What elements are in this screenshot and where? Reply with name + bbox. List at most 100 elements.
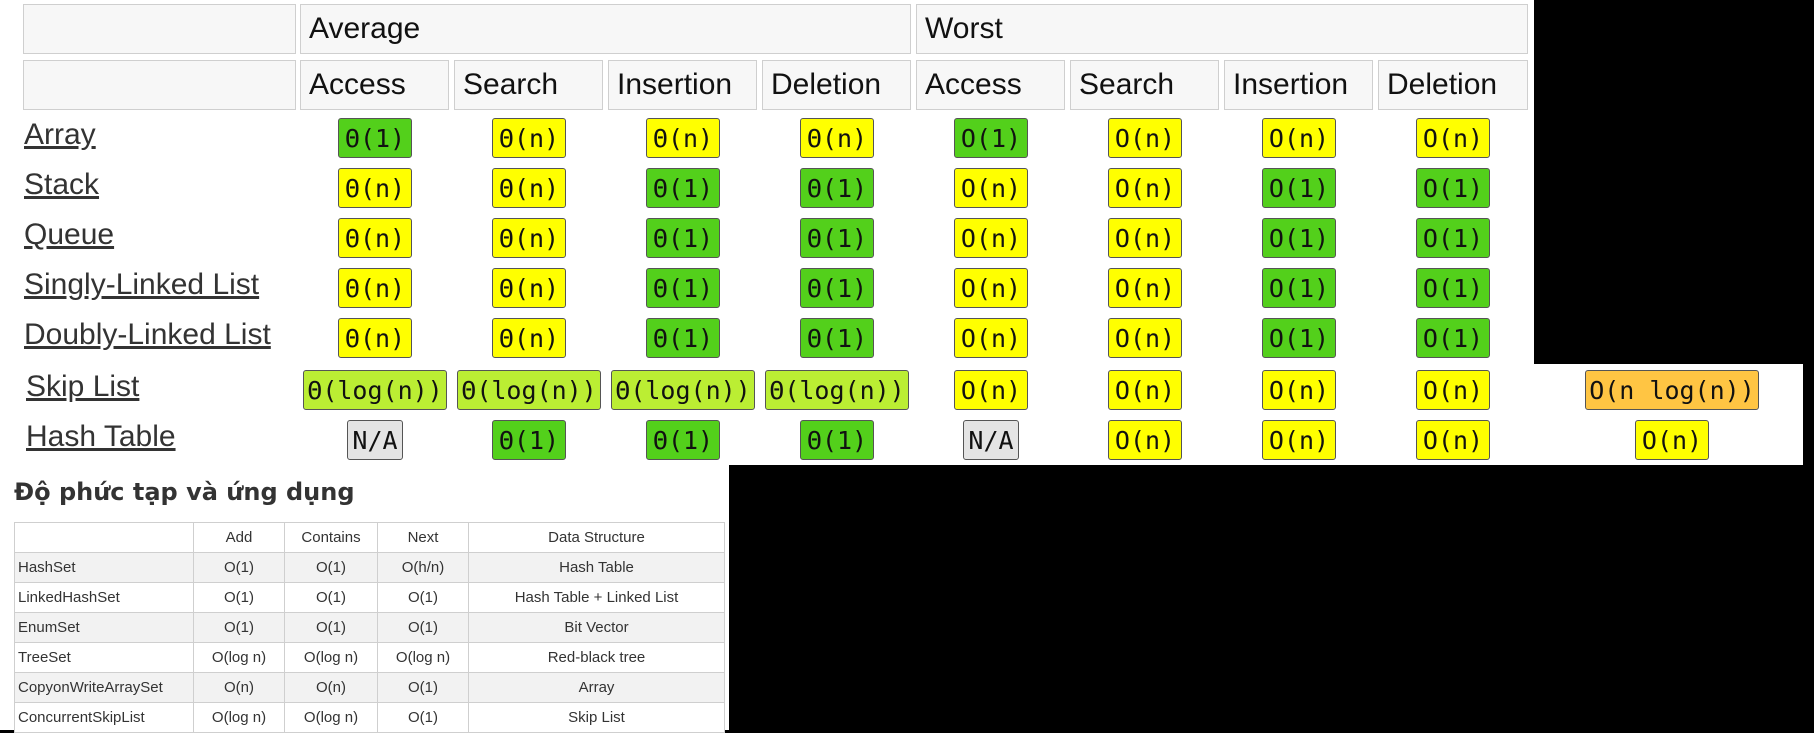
complexity-badge-worst-insertion: O(n) [1262, 370, 1336, 410]
cell-name: LinkedHashSet [14, 582, 194, 613]
col-header-worst-deletion: Deletion [1378, 60, 1528, 110]
table-row: CopyonWriteArraySet O(n) O(n) O(1) Array [14, 672, 725, 703]
cell-name: EnumSet [14, 612, 194, 643]
table-header-row: Add Contains Next Data Structure [14, 522, 725, 553]
cell-next: O(1) [377, 672, 469, 703]
header-blank-2 [23, 60, 296, 110]
complexity-badge-worst-access: O(n) [954, 218, 1028, 258]
table-row: ConcurrentSkipList O(log n) O(log n) O(1… [14, 702, 725, 733]
complexity-badge-worst-deletion: O(1) [1416, 168, 1490, 208]
complexity-badge-worst-access: O(1) [954, 118, 1028, 158]
cell-add: O(log n) [193, 702, 285, 733]
row-label-stack[interactable]: Stack [24, 168, 100, 201]
table-row: TreeSet O(log n) O(log n) O(log n) Red-b… [14, 642, 725, 673]
col-header-avg-deletion: Deletion [762, 60, 911, 110]
cell-name: ConcurrentSkipList [14, 702, 194, 733]
complexity-badge-avg-search: Θ(n) [492, 118, 566, 158]
row-label-queue[interactable]: Queue [24, 218, 115, 251]
complexity-badge-avg-insertion: Θ(log(n)) [611, 370, 755, 410]
row-label-doubly-linked-list[interactable]: Doubly-Linked List [24, 318, 271, 351]
complexity-badge-avg-insertion: Θ(1) [646, 318, 720, 358]
cell-contains: O(1) [284, 582, 378, 613]
complexity-badge-worst-search: O(n) [1108, 218, 1182, 258]
row-label-hash-table[interactable]: Hash Table [26, 420, 176, 453]
complexity-badge-avg-insertion: Θ(1) [646, 168, 720, 208]
cell-data-structure: Skip List [468, 702, 725, 733]
complexity-badge-worst-insertion: O(1) [1262, 268, 1336, 308]
complexity-badge-worst-search: O(n) [1108, 318, 1182, 358]
header-next: Next [377, 522, 469, 553]
collections-table: Add Contains Next Data Structure HashSet… [14, 522, 725, 733]
complexity-badge-worst-search: O(n) [1108, 168, 1182, 208]
complexity-badge-worst-search: O(n) [1108, 370, 1182, 410]
cell-name: TreeSet [14, 642, 194, 673]
header-contains: Contains [284, 522, 378, 553]
table-row: EnumSet O(1) O(1) O(1) Bit Vector [14, 612, 725, 643]
cell-contains: O(log n) [284, 642, 378, 673]
row-label-singly-linked-list[interactable]: Singly-Linked List [24, 268, 260, 301]
complexity-badge-worst-access: N/A [963, 420, 1019, 460]
complexity-badge-avg-access: Θ(1) [338, 118, 412, 158]
cell-next: O(1) [377, 702, 469, 733]
complexity-badge-worst-search: O(n) [1108, 268, 1182, 308]
cell-contains: O(n) [284, 672, 378, 703]
col-header-avg-search: Search [454, 60, 603, 110]
cell-next: O(log n) [377, 642, 469, 673]
cell-add: O(1) [193, 582, 285, 613]
group-header-average: Average [300, 4, 911, 54]
cell-add: O(log n) [193, 642, 285, 673]
cell-add: O(1) [193, 552, 285, 583]
complexity-badge-worst-space: O(n log(n)) [1585, 370, 1759, 410]
cell-data-structure: Hash Table + Linked List [468, 582, 725, 613]
complexity-badge-worst-insertion: O(n) [1262, 118, 1336, 158]
cell-contains: O(log n) [284, 702, 378, 733]
complexity-badge-worst-insertion: O(1) [1262, 218, 1336, 258]
table-row: LinkedHashSet O(1) O(1) O(1) Hash Table … [14, 582, 725, 613]
complexity-badge-worst-search: O(n) [1108, 420, 1182, 460]
complexity-badge-worst-deletion: O(n) [1416, 420, 1490, 460]
complexity-badge-worst-access: O(n) [954, 168, 1028, 208]
complexity-badge-worst-insertion: O(1) [1262, 168, 1336, 208]
complexity-badge-avg-access: Θ(n) [338, 218, 412, 258]
complexity-badge-avg-access: Θ(n) [338, 318, 412, 358]
header-blank-1 [23, 4, 296, 54]
complexity-badge-avg-deletion: Θ(1) [800, 420, 874, 460]
complexity-badge-avg-search: Θ(n) [492, 318, 566, 358]
header-data-structure: Data Structure [468, 522, 725, 553]
complexity-badge-avg-deletion: Θ(1) [800, 268, 874, 308]
cell-data-structure: Array [468, 672, 725, 703]
cell-name: CopyonWriteArraySet [14, 672, 194, 703]
complexity-badge-avg-search: Θ(n) [492, 268, 566, 308]
cell-contains: O(1) [284, 612, 378, 643]
cell-next: O(1) [377, 612, 469, 643]
complexity-badge-worst-deletion: O(n) [1416, 370, 1490, 410]
complexity-badge-avg-deletion: Θ(1) [800, 218, 874, 258]
complexity-badge-avg-insertion: Θ(1) [646, 218, 720, 258]
complexity-badge-avg-deletion: Θ(1) [800, 318, 874, 358]
cell-add: O(n) [193, 672, 285, 703]
row-label-skip-list[interactable]: Skip List [26, 370, 140, 403]
complexity-badge-avg-access: Θ(n) [338, 268, 412, 308]
complexity-badge-avg-access: Θ(n) [338, 168, 412, 208]
section-title: Độ phức tạp và ứng dụng [14, 478, 355, 506]
col-header-worst-search: Search [1070, 60, 1219, 110]
complexity-badge-avg-access: Θ(log(n)) [303, 370, 447, 410]
cell-data-structure: Hash Table [468, 552, 725, 583]
complexity-badge-worst-insertion: O(1) [1262, 318, 1336, 358]
complexity-badge-avg-deletion: Θ(n) [800, 118, 874, 158]
complexity-badge-avg-search: Θ(log(n)) [457, 370, 601, 410]
cell-data-structure: Bit Vector [468, 612, 725, 643]
complexity-badge-avg-access: N/A [347, 420, 403, 460]
cell-add: O(1) [193, 612, 285, 643]
complexity-badge-worst-deletion: O(n) [1416, 118, 1490, 158]
complexity-badge-worst-deletion: O(1) [1416, 318, 1490, 358]
complexity-badge-avg-deletion: Θ(1) [800, 168, 874, 208]
complexity-badge-worst-deletion: O(1) [1416, 218, 1490, 258]
cell-data-structure: Red-black tree [468, 642, 725, 673]
complexity-badge-avg-search: Θ(1) [492, 420, 566, 460]
complexity-badge-avg-search: Θ(n) [492, 168, 566, 208]
complexity-badge-worst-insertion: O(n) [1262, 420, 1336, 460]
complexity-badge-worst-deletion: O(1) [1416, 268, 1490, 308]
row-label-array[interactable]: Array [24, 118, 96, 151]
col-header-worst-insertion: Insertion [1224, 60, 1373, 110]
